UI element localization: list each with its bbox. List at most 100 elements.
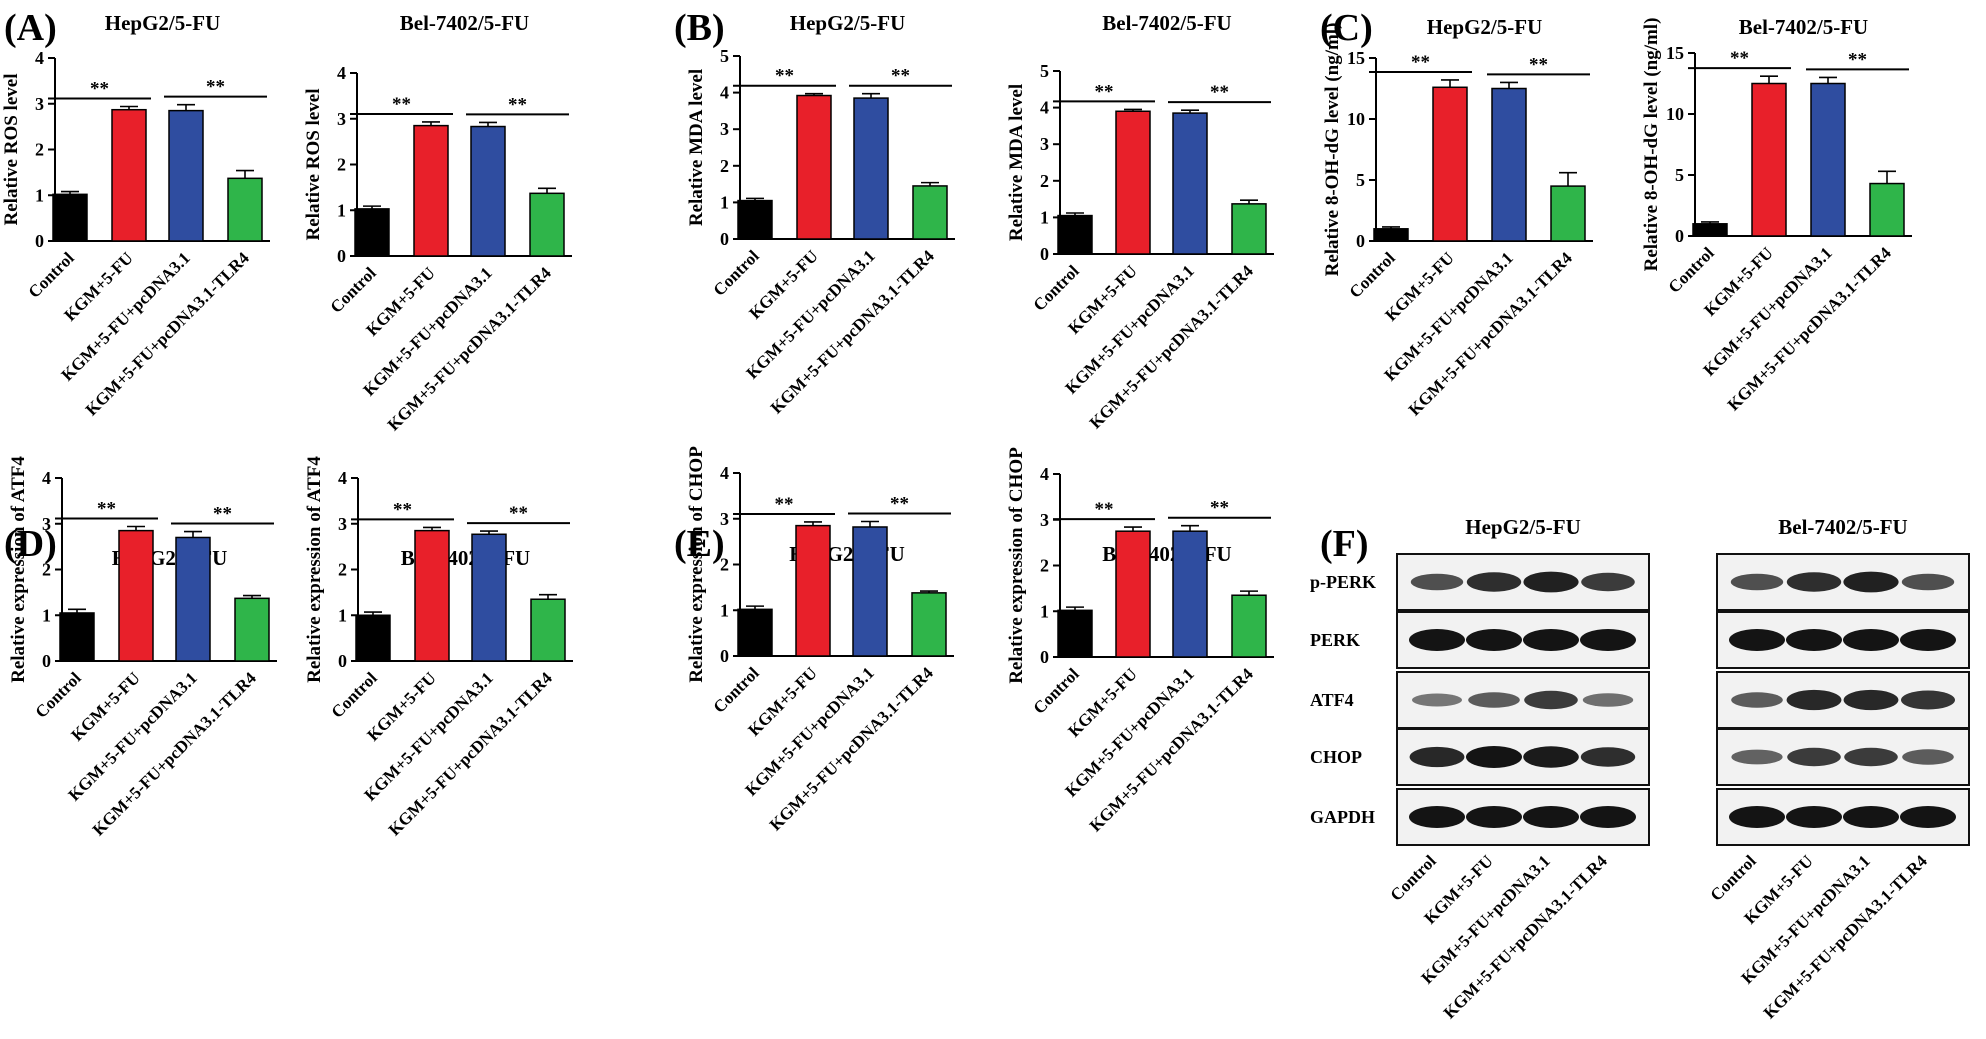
chart-B2: Bel-7402/5-FU 0 1 2 3 4 5 Relative MDA levelCon…	[1006, 11, 1274, 432]
significance-label: **	[206, 77, 225, 98]
x-category-label: Control	[32, 668, 85, 721]
y-tick-label: 15	[1347, 48, 1365, 68]
significance-label: **	[775, 494, 794, 515]
significance-label: **	[392, 94, 411, 115]
bar-KGM+5-FU+pcDNA3.1	[1810, 82, 1846, 237]
y-tick-label: 3	[1040, 510, 1049, 530]
blot-row-label: p-PERK	[1310, 572, 1376, 592]
y-tick-label: 3	[1040, 134, 1049, 154]
blot-title: Bel-7402/5-FU	[1778, 515, 1907, 539]
blot-band	[1731, 749, 1783, 765]
significance-label: **	[1095, 81, 1114, 102]
blot-band	[1786, 689, 1842, 711]
bar-Control	[1373, 228, 1409, 242]
y-axis-label: Relative MDA level	[686, 69, 707, 226]
y-tick-label: 4	[1040, 98, 1049, 118]
blot-band	[1580, 629, 1636, 651]
panel-label-A: (A)	[4, 7, 57, 49]
bar-KGM+5-FU+pcDNA3.1	[1172, 112, 1208, 255]
y-tick-label: 5	[1356, 170, 1365, 190]
blot-band	[1844, 747, 1898, 767]
blot-band	[1787, 747, 1841, 767]
y-tick-label: 4	[338, 468, 347, 488]
y-tick-label: 1	[35, 185, 44, 205]
blot-band	[1900, 806, 1956, 828]
blot-band	[1843, 689, 1899, 711]
y-tick-label: 0	[35, 231, 44, 251]
blot-band	[1466, 572, 1522, 592]
significance-label: **	[1210, 498, 1229, 519]
bar-Control	[1057, 609, 1093, 658]
blot-band	[1786, 806, 1842, 828]
bar-KGM+5-FU+pcDNA3.1	[1491, 87, 1527, 242]
bar-KGM+5-FU	[118, 529, 154, 662]
y-tick-label: 1	[42, 605, 51, 625]
blot-band	[1409, 746, 1465, 768]
y-tick-label: 10	[1666, 104, 1684, 124]
chart-A2: Bel-7402/5-FU 0 1 2 3 4 Relative ROS level Cont…	[303, 11, 572, 434]
blot-row-label: CHOP	[1310, 747, 1362, 767]
y-tick-label: 0	[720, 646, 729, 666]
y-tick-label: 3	[337, 109, 346, 129]
bar-KGM+5-FU+pcDNA3.1	[852, 526, 888, 657]
blot-band	[1729, 629, 1785, 651]
y-axis-label: Relative 8-OH-dG level (ng/ml)	[1322, 23, 1343, 277]
bar-Control	[52, 193, 88, 242]
x-category-label: Control	[1030, 664, 1083, 717]
y-tick-label: 1	[720, 600, 729, 620]
bar-KGM+5-FU+pcDNA3.1-TLR4	[1231, 594, 1267, 658]
chart-B1: HepG2/5-FU 0 1 2 3 4 5 Relative MDA levelContro…	[686, 11, 955, 417]
y-tick-label: 10	[1347, 109, 1365, 129]
blot-band	[1410, 573, 1464, 591]
bar-KGM+5-FU+pcDNA3.1	[168, 109, 204, 242]
blot-band	[1786, 629, 1842, 651]
bar-Control	[59, 612, 95, 662]
y-axis-label: Relative ROS level	[303, 89, 324, 241]
blot-band	[1580, 806, 1636, 828]
blot-band	[1729, 806, 1785, 828]
blot-band	[1409, 806, 1465, 828]
y-tick-label: 2	[720, 555, 729, 575]
bar-KGM+5-FU	[414, 529, 450, 662]
bar-KGM+5-FU	[413, 124, 449, 257]
blot-band	[1523, 571, 1579, 593]
blot-band	[1580, 747, 1636, 767]
x-category-label: Control	[710, 246, 763, 299]
y-tick-label: 4	[720, 463, 729, 483]
blot-band	[1582, 693, 1634, 707]
y-tick-label: 0	[720, 229, 729, 249]
blot-band	[1523, 806, 1579, 828]
blot-band	[1843, 571, 1899, 593]
blot-row-label: ATF4	[1310, 690, 1354, 710]
bar-KGM+5-FU	[1115, 110, 1151, 255]
y-tick-label: 15	[1666, 43, 1684, 63]
y-tick-label: 3	[35, 94, 44, 114]
blot-band	[1730, 573, 1784, 591]
western-blot-panel: HepG2/5-FUControlKGM+5-FUKGM+5-FU+pcDNA3…	[1310, 515, 1970, 1022]
blot-band	[1843, 629, 1899, 651]
bar-KGM+5-FU+pcDNA3.1-TLR4	[529, 192, 565, 257]
significance-label: **	[509, 503, 528, 524]
chart-title: HepG2/5-FU	[1427, 15, 1543, 39]
y-tick-label: 2	[35, 140, 44, 160]
panel-label-D: (D)	[4, 523, 57, 565]
bar-KGM+5-FU	[1751, 82, 1787, 237]
blot-lane-label: Control	[1387, 851, 1440, 904]
bar-KGM+5-FU+pcDNA3.1	[175, 536, 211, 662]
blot-band	[1412, 693, 1462, 707]
blot-band	[1581, 572, 1635, 592]
blot-band	[1468, 692, 1520, 708]
y-axis-label: Relative 8-OH-dG level (ng/ml)	[1641, 18, 1662, 272]
y-tick-label: 0	[337, 246, 346, 266]
x-category-label: Control	[25, 248, 78, 301]
y-tick-label: 4	[720, 83, 729, 103]
significance-label: **	[97, 498, 116, 519]
significance-label: **	[1210, 82, 1229, 103]
blot-group: HepG2/5-FUControlKGM+5-FUKGM+5-FU+pcDNA3…	[1387, 515, 1650, 1022]
chart-title: Bel-7402/5-FU	[1102, 11, 1231, 35]
panel-label-E: (E)	[674, 523, 725, 565]
bar-KGM+5-FU	[796, 94, 832, 240]
